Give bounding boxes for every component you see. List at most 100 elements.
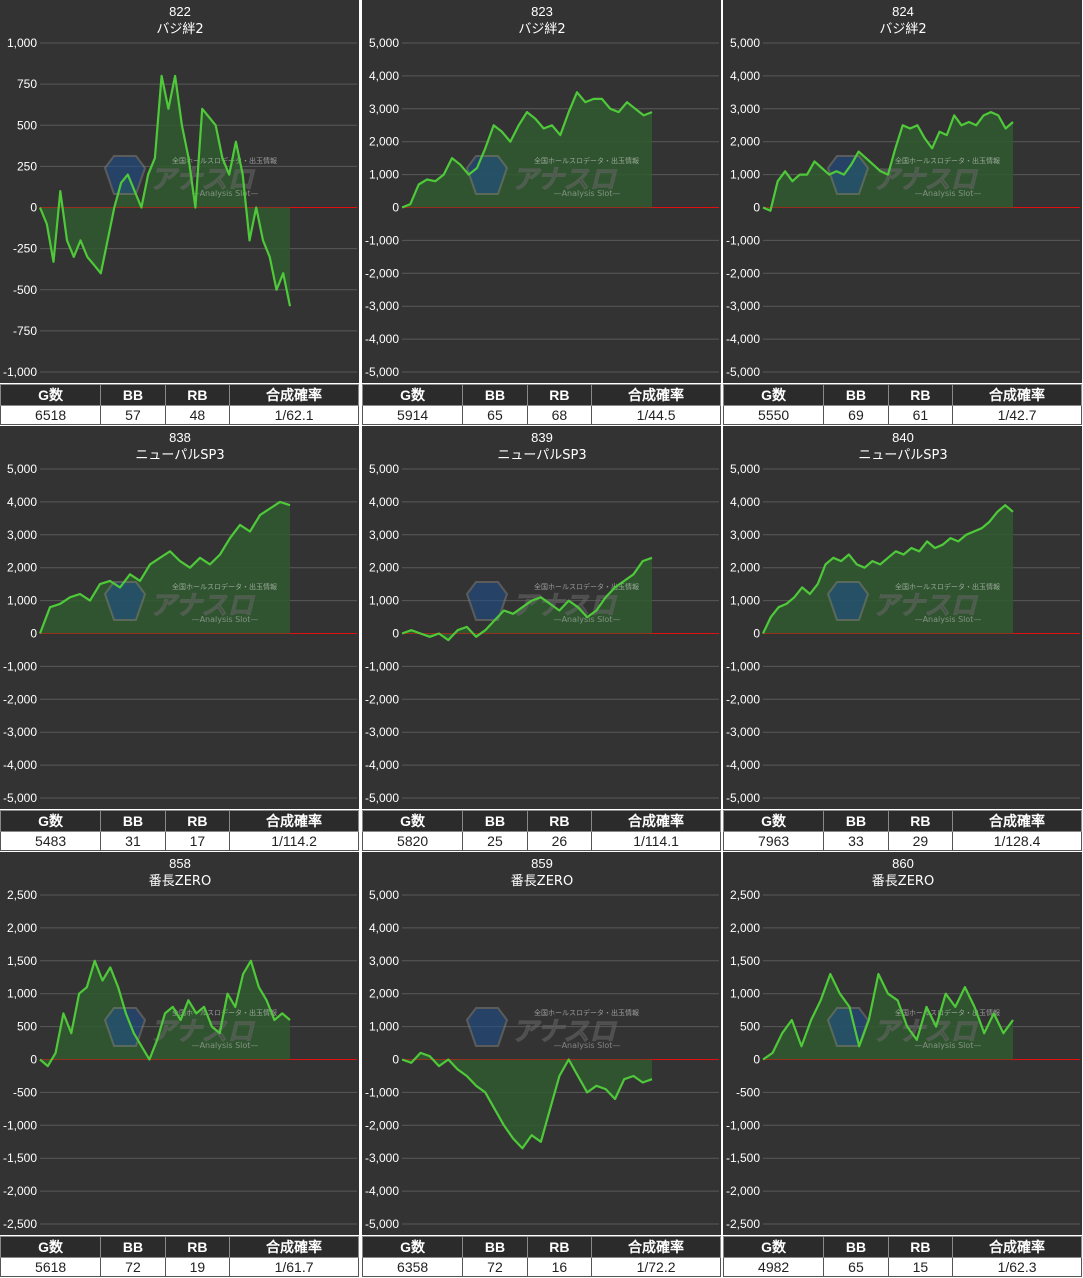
y-tick-label: -3,000 [365, 299, 399, 313]
y-tick-label: 2,000 [7, 921, 37, 935]
y-tick-label: 3,000 [369, 102, 399, 116]
y-tick-label: 2,000 [369, 561, 399, 575]
chart-panel-822: 822 バジ絆2 1,000 750 500 250 0 -250 -500 -750 -1,000… [0, 0, 359, 425]
y-tick-label: -2,000 [3, 1184, 37, 1198]
header-rb: RB [526, 810, 593, 832]
y-tick-label: 2,500 [7, 888, 37, 902]
chart-area: 838 ニューパルSP3 5,000 4,000 3,000 2,000 1,000 0 -1,… [0, 426, 359, 809]
machine-number: 859 [531, 856, 553, 871]
y-tick-label: 4,000 [369, 495, 399, 509]
y-tick-label: -5,000 [365, 365, 399, 379]
y-tick-label: -2,000 [365, 266, 399, 280]
chart-svg: 840 ニューパルSP3 5,000 4,000 3,000 2,000 1,000 0 -1,… [726, 430, 1080, 805]
y-tick-label: -3,000 [3, 725, 37, 739]
watermark-hex-icon [826, 155, 870, 195]
watermark-hex-icon [465, 1007, 509, 1047]
series-area [763, 974, 1013, 1060]
cell-bb: 72 [100, 1257, 166, 1277]
header-games: G数 [722, 810, 825, 832]
series-line [38, 74, 292, 307]
series-area [402, 1052, 652, 1149]
y-tick-label: 0 [30, 627, 37, 641]
y-tick-label: -1,000 [3, 659, 37, 673]
watermark-tag: 全国ホールスロデータ・出玉情報 [895, 1008, 1000, 1017]
y-tick-label: -1,000 [3, 1118, 37, 1132]
series-line [762, 972, 1014, 1061]
y-tick-label: -500 [13, 283, 37, 297]
cell-rb: 26 [526, 831, 593, 851]
cell-bb: 65 [823, 1257, 889, 1277]
y-tick-label: -1,000 [726, 1118, 760, 1132]
y-tick-label: 2,000 [730, 921, 760, 935]
y-tick-label: 0 [30, 201, 37, 215]
y-tick-label: 0 [392, 1053, 399, 1067]
header-probability: 合成確率 [591, 384, 721, 406]
chart-svg: 858 番長ZERO 2,500 2,000 1,500 1,000 500 0 -500 -1,… [3, 856, 357, 1231]
cell-games: 5820 [361, 831, 464, 851]
header-probability: 合成確率 [229, 810, 359, 832]
header-bb: BB [100, 384, 166, 406]
watermark-text: アナスロ [150, 1017, 255, 1047]
cell-probability: 1/72.2 [591, 1257, 721, 1277]
cell-rb: 61 [887, 405, 954, 425]
machine-name: ニューパルSP3 [497, 448, 586, 463]
cell-bb: 69 [823, 405, 889, 425]
machine-name: ニューパルSP3 [858, 448, 947, 463]
y-tick-label: 500 [17, 1020, 37, 1034]
y-tick-label: -500 [736, 1085, 760, 1099]
y-tick-label: 5,000 [730, 36, 760, 50]
machine-number: 860 [892, 856, 914, 871]
header-games: G数 [361, 1236, 464, 1258]
y-tick-label: 5,000 [369, 462, 399, 476]
series-line [762, 504, 1014, 634]
header-bb: BB [100, 1236, 166, 1258]
cell-bb: 57 [100, 405, 166, 425]
header-rb: RB [164, 810, 231, 832]
series-area [40, 75, 290, 307]
machine-number: 858 [169, 856, 191, 871]
y-tick-label: 0 [392, 627, 399, 641]
watermark-text: アナスロ [150, 165, 255, 195]
series-area [763, 112, 1013, 211]
y-tick-label: 0 [753, 201, 760, 215]
y-tick-label: 3,000 [730, 528, 760, 542]
cell-bb: 25 [462, 831, 528, 851]
header-probability: 合成確率 [591, 810, 721, 832]
cell-bb: 33 [823, 831, 889, 851]
watermark-subtext: —Analysis Slot— [554, 615, 621, 624]
cell-games: 5483 [0, 831, 102, 851]
machine-number: 839 [531, 430, 553, 445]
y-tick-label: -3,000 [726, 299, 760, 313]
y-tick-label: -2,000 [726, 266, 760, 280]
y-tick-label: 1,000 [369, 594, 399, 608]
watermark-subtext: —Analysis Slot— [554, 1041, 621, 1050]
header-rb: RB [887, 810, 954, 832]
y-tick-label: 0 [753, 1053, 760, 1067]
y-tick-label: 3,000 [369, 954, 399, 968]
cell-games: 6358 [361, 1257, 464, 1277]
series-line [401, 556, 653, 642]
chart-svg: 838 ニューパルSP3 5,000 4,000 3,000 2,000 1,000 0 -1,… [3, 430, 357, 805]
y-tick-label: 1,000 [7, 594, 37, 608]
chart-panel-823: 823 バジ絆2 5,000 4,000 3,000 2,000 1,000 0 -1,000 -… [361, 0, 721, 425]
machine-name: ニューパルSP3 [135, 448, 224, 463]
y-tick-label: 3,000 [369, 528, 399, 542]
header-games: G数 [722, 1236, 825, 1258]
chart-panel-838: 838 ニューパルSP3 5,000 4,000 3,000 2,000 1,000 0 -1,… [0, 426, 359, 851]
y-tick-label: -2,000 [365, 692, 399, 706]
watermark-hex-icon [826, 581, 870, 621]
cell-probability: 1/61.7 [229, 1257, 359, 1277]
y-tick-label: -2,000 [365, 1118, 399, 1132]
stats-table: G数 BB RB 合成確率 5820 25 26 1/114.1 [361, 810, 721, 851]
series-area [763, 505, 1013, 634]
watermark-text: アナスロ [512, 165, 617, 195]
y-tick-label: 2,000 [730, 561, 760, 575]
cell-rb: 19 [164, 1257, 231, 1277]
machine-name: 番長ZERO [149, 874, 211, 889]
chart-panel-858: 858 番長ZERO 2,500 2,000 1,500 1,000 500 0 -500 -1,… [0, 852, 359, 1277]
header-games: G数 [0, 384, 102, 406]
